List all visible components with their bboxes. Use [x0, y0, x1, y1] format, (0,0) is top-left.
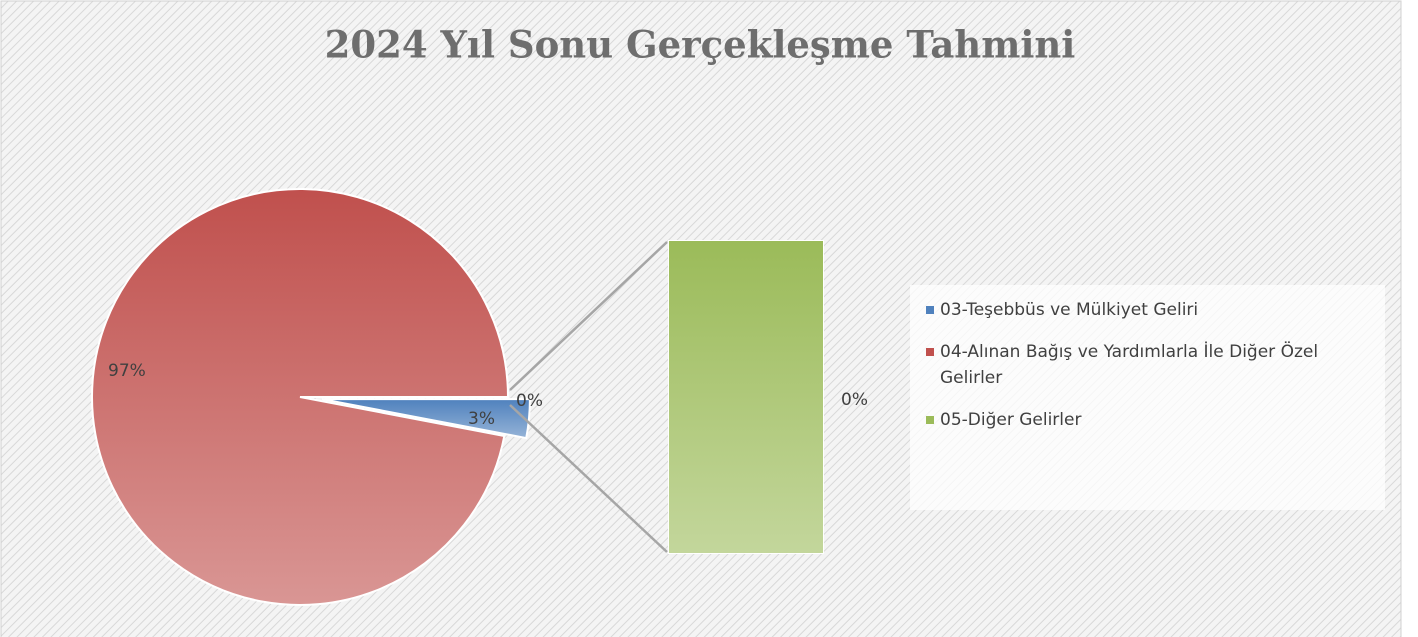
data-label: 97% — [108, 361, 146, 381]
legend-entry: 03-Teşebbüs ve Mülkiyet Geliri — [926, 297, 1375, 323]
data-label: 0% — [841, 390, 868, 410]
legend-label: 03-Teşebbüs ve Mülkiyet Geliri — [940, 300, 1199, 320]
legend-swatch — [926, 306, 934, 314]
legend-swatch — [926, 416, 934, 424]
pie-slice — [91, 188, 510, 607]
legend-label: 04-Alınan Bağış ve Yardımlarla İle Diğer… — [940, 342, 1319, 388]
plot: 97% 3% 0% 0% — [91, 188, 868, 607]
connector — [509, 241, 668, 391]
legend-label: 05-Diğer Gelirler — [940, 410, 1082, 430]
legend-entry: 05-Diğer Gelirler — [926, 407, 1375, 433]
pie-slice — [321, 398, 531, 440]
data-label: 3% — [468, 409, 495, 429]
chart-title: 2024 Yıl Sonu Gerçekleşme Tahmini — [325, 23, 1076, 67]
bar — [669, 241, 823, 553]
connector — [509, 404, 668, 553]
legend-swatch — [926, 348, 934, 356]
legend: 03-Teşebbüs ve Mülkiyet Geliri 04-Alınan … — [910, 285, 1385, 510]
legend-entry: 04-Alınan Bağış ve Yardımlarla İle Diğer… — [926, 339, 1375, 391]
data-label: 0% — [516, 391, 543, 411]
